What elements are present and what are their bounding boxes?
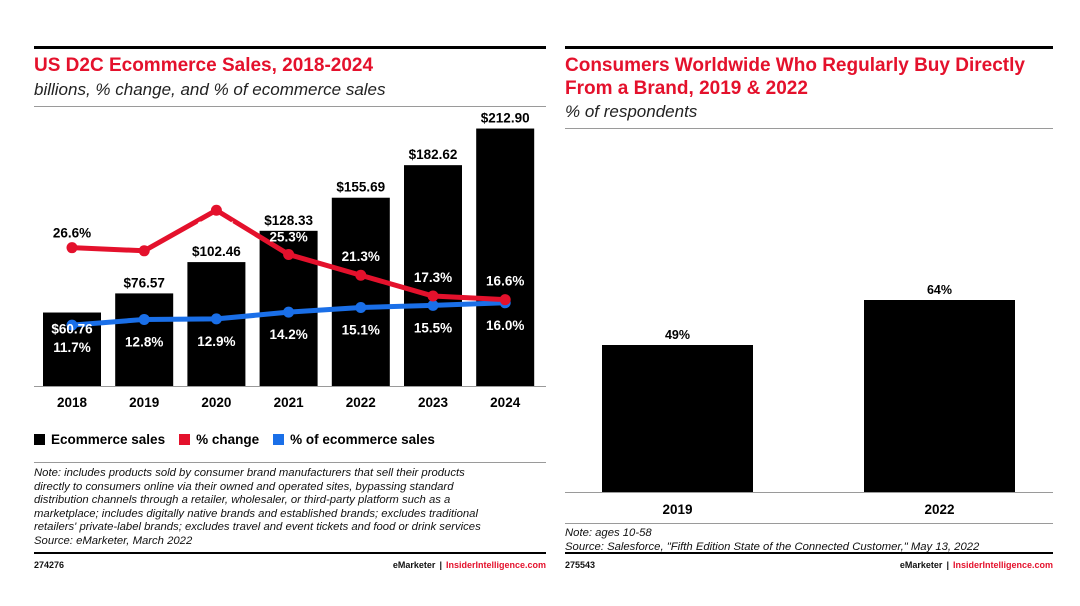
d2c-sales-chart: $60.76 $76.57 $102.46 $128.33 $155.69 $182.62… — [34, 111, 546, 410]
left-chart-panel: US D2C Ecommerce Sales, 2018-2024 billio… — [34, 46, 546, 586]
bar-ecommerce-sales — [331, 197, 390, 386]
label-pct-ecommerce: 14.2% — [269, 327, 307, 342]
point-pct-change — [283, 248, 295, 260]
label-pct-ecommerce: 11.7% — [53, 340, 91, 355]
left-chart-title: US D2C Ecommerce Sales, 2018-2024 — [34, 55, 374, 76]
x-tick-label: 2019 — [662, 502, 692, 517]
point-pct-ecommerce — [427, 299, 439, 311]
note-line: distribution channels through a retailer… — [34, 494, 451, 506]
footer-rule — [34, 552, 546, 554]
label-pct-ecommerce: 15.5% — [414, 320, 452, 335]
x-tick-label: 2022 — [924, 502, 954, 517]
left-chart-subtitle: billions, % change, and % of ecommerce s… — [34, 80, 386, 99]
title-line: From a Brand, 2019 & 2022 — [565, 78, 808, 99]
footer-brand: eMarketer | InsiderIntelligence.com — [899, 560, 1053, 570]
brand-insider-intelligence: InsiderIntelligence.com — [952, 560, 1053, 570]
brand-emarketer: eMarketer — [392, 560, 436, 570]
point-pct-ecommerce — [66, 319, 78, 331]
label-pct-change: 16.6% — [486, 274, 524, 289]
label-direct-buy: 49% — [665, 328, 690, 342]
x-tick-label: 2021 — [274, 395, 305, 410]
label-ecommerce-sales: $212.90 — [481, 111, 530, 126]
label-pct-change: 25.3% — [269, 229, 307, 244]
label-pct-change: 17.3% — [414, 270, 452, 285]
brand-insider-intelligence: InsiderIntelligence.com — [445, 560, 546, 570]
footer-brand: eMarketer | InsiderIntelligence.com — [392, 560, 546, 570]
note-line: retailers' private-label brands; exclude… — [34, 521, 481, 533]
label-pct-ecommerce: 12.8% — [125, 334, 163, 349]
x-tick-label: 2023 — [418, 395, 449, 410]
right-chart-title: Consumers Worldwide Who Regularly Buy Di… — [565, 54, 1025, 100]
label-pct-change: 26.0% — [125, 263, 163, 278]
label-pct-change: 21.3% — [342, 249, 380, 264]
label-ecommerce-sales: $128.33 — [264, 213, 313, 228]
point-pct-change — [66, 242, 78, 254]
top-rule — [565, 46, 1053, 49]
legend-swatch-red — [179, 434, 191, 445]
note-line: marketplace; includes digitally native b… — [34, 507, 478, 520]
point-pct-change — [138, 245, 150, 257]
note-line: Source: Salesforce, "Fifth Edition State… — [565, 540, 980, 553]
legend-swatch-blue — [273, 434, 285, 445]
x-tick-label: 2019 — [129, 395, 159, 410]
legend-item-pct-ecommerce: % of ecommerce sales — [273, 432, 435, 447]
chart-id: 274276 — [34, 560, 65, 570]
note-rule — [565, 523, 1053, 524]
label-pct-change: 33.8% — [197, 219, 235, 234]
note-rule — [34, 462, 546, 463]
x-tick-label: 2020 — [201, 395, 231, 410]
right-note: Note: ages 10-58 Source: Salesforce, "Fi… — [565, 527, 979, 554]
point-pct-ecommerce — [138, 313, 150, 325]
point-pct-change — [427, 290, 439, 302]
point-pct-ecommerce — [210, 313, 222, 325]
label-ecommerce-sales: $182.62 — [409, 147, 458, 162]
note-line: Source: eMarketer, March 2022 — [34, 534, 193, 547]
footer-rule — [565, 552, 1053, 554]
legend-item-pct-change: % change — [179, 432, 259, 447]
label-pct-ecommerce: 12.9% — [197, 334, 235, 349]
bar-ecommerce-sales — [476, 128, 535, 386]
note-line: directly to consumers online via their o… — [34, 480, 454, 493]
point-pct-ecommerce — [355, 301, 367, 313]
note-line: Note: includes products sold by consumer… — [34, 467, 465, 479]
label-ecommerce-sales: $76.57 — [124, 275, 165, 290]
legend-label: Ecommerce sales — [51, 432, 166, 447]
direct-buy-chart: 49% 2019 64% 2022 — [565, 283, 1053, 517]
note-line: Note: ages 10-58 — [565, 527, 652, 539]
legend-item-ecommerce-sales: Ecommerce sales — [34, 432, 165, 447]
point-pct-ecommerce — [283, 306, 295, 318]
point-pct-change — [499, 294, 511, 306]
label-pct-change: 26.6% — [53, 226, 91, 241]
right-chart-subtitle: % of respondents — [565, 102, 698, 121]
top-rule — [34, 46, 546, 49]
x-tick-label: 2022 — [346, 395, 376, 410]
legend-swatch-black — [34, 434, 45, 445]
chart-legend: Ecommerce sales % change % of ecommerce … — [34, 432, 449, 447]
bar-direct-buy — [602, 345, 753, 492]
bar-direct-buy — [864, 300, 1015, 492]
label-ecommerce-sales: $60.76 — [51, 322, 93, 337]
label-ecommerce-sales: $102.46 — [192, 244, 241, 259]
right-chart-panel: Consumers Worldwide Who Regularly Buy Di… — [565, 46, 1053, 586]
title-line: Consumers Worldwide Who Regularly Buy Di… — [565, 55, 1025, 76]
label-pct-ecommerce: 16.0% — [486, 318, 524, 333]
label-ecommerce-sales: $155.69 — [336, 180, 385, 195]
label-pct-ecommerce: 15.1% — [342, 322, 380, 337]
bar-ecommerce-sales — [404, 165, 462, 386]
x-tick-label: 2024 — [490, 395, 521, 410]
chart-id: 275543 — [565, 560, 596, 570]
subtitle-rule — [34, 106, 546, 107]
left-note: Note: includes products sold by consumer… — [34, 467, 481, 548]
bar-ecommerce-sales — [115, 293, 174, 386]
brand-emarketer: eMarketer — [899, 560, 943, 570]
subtitle-rule — [565, 128, 1053, 129]
legend-label: % change — [196, 432, 260, 447]
label-direct-buy: 64% — [927, 283, 952, 297]
x-tick-label: 2018 — [57, 395, 88, 410]
point-pct-change — [355, 269, 367, 281]
point-pct-change — [210, 204, 222, 216]
legend-label: % of ecommerce sales — [290, 432, 435, 447]
